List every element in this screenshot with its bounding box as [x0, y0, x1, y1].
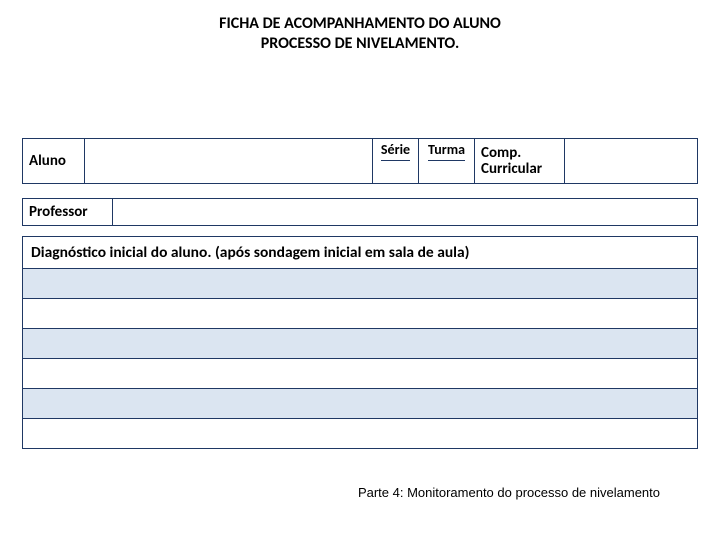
turma-column: Turma	[419, 139, 475, 183]
professor-row: Professor	[22, 198, 698, 226]
comp-value[interactable]	[565, 139, 697, 183]
aluno-label: Aluno	[23, 139, 85, 183]
form-title: FICHA DE ACOMPANHAMENTO DO ALUNO PROCESS…	[0, 0, 720, 54]
diagnosis-row[interactable]	[23, 418, 697, 448]
student-info-row: Aluno Série Turma Comp. Curricular	[22, 138, 698, 184]
serie-column: Série	[373, 139, 419, 183]
turma-label: Turma	[428, 139, 465, 161]
comp-label: Comp. Curricular	[475, 139, 565, 183]
diagnosis-row[interactable]	[23, 388, 697, 418]
diagnosis-row[interactable]	[23, 328, 697, 358]
professor-label: Professor	[23, 199, 113, 225]
aluno-value[interactable]	[85, 139, 373, 183]
title-line2: PROCESSO DE NIVELAMENTO.	[0, 34, 720, 54]
diagnosis-row[interactable]	[23, 298, 697, 328]
title-line1: FICHA DE ACOMPANHAMENTO DO ALUNO	[0, 14, 720, 34]
diagnosis-row[interactable]	[23, 268, 697, 298]
diagnosis-row[interactable]	[23, 358, 697, 388]
serie-label: Série	[381, 139, 410, 161]
professor-value[interactable]	[113, 199, 697, 225]
diagnosis-block: Diagnóstico inicial do aluno. (após sond…	[22, 236, 698, 449]
diagnosis-header: Diagnóstico inicial do aluno. (após sond…	[23, 237, 697, 268]
footer-text: Parte 4: Monitoramento do processo de ni…	[358, 485, 660, 500]
